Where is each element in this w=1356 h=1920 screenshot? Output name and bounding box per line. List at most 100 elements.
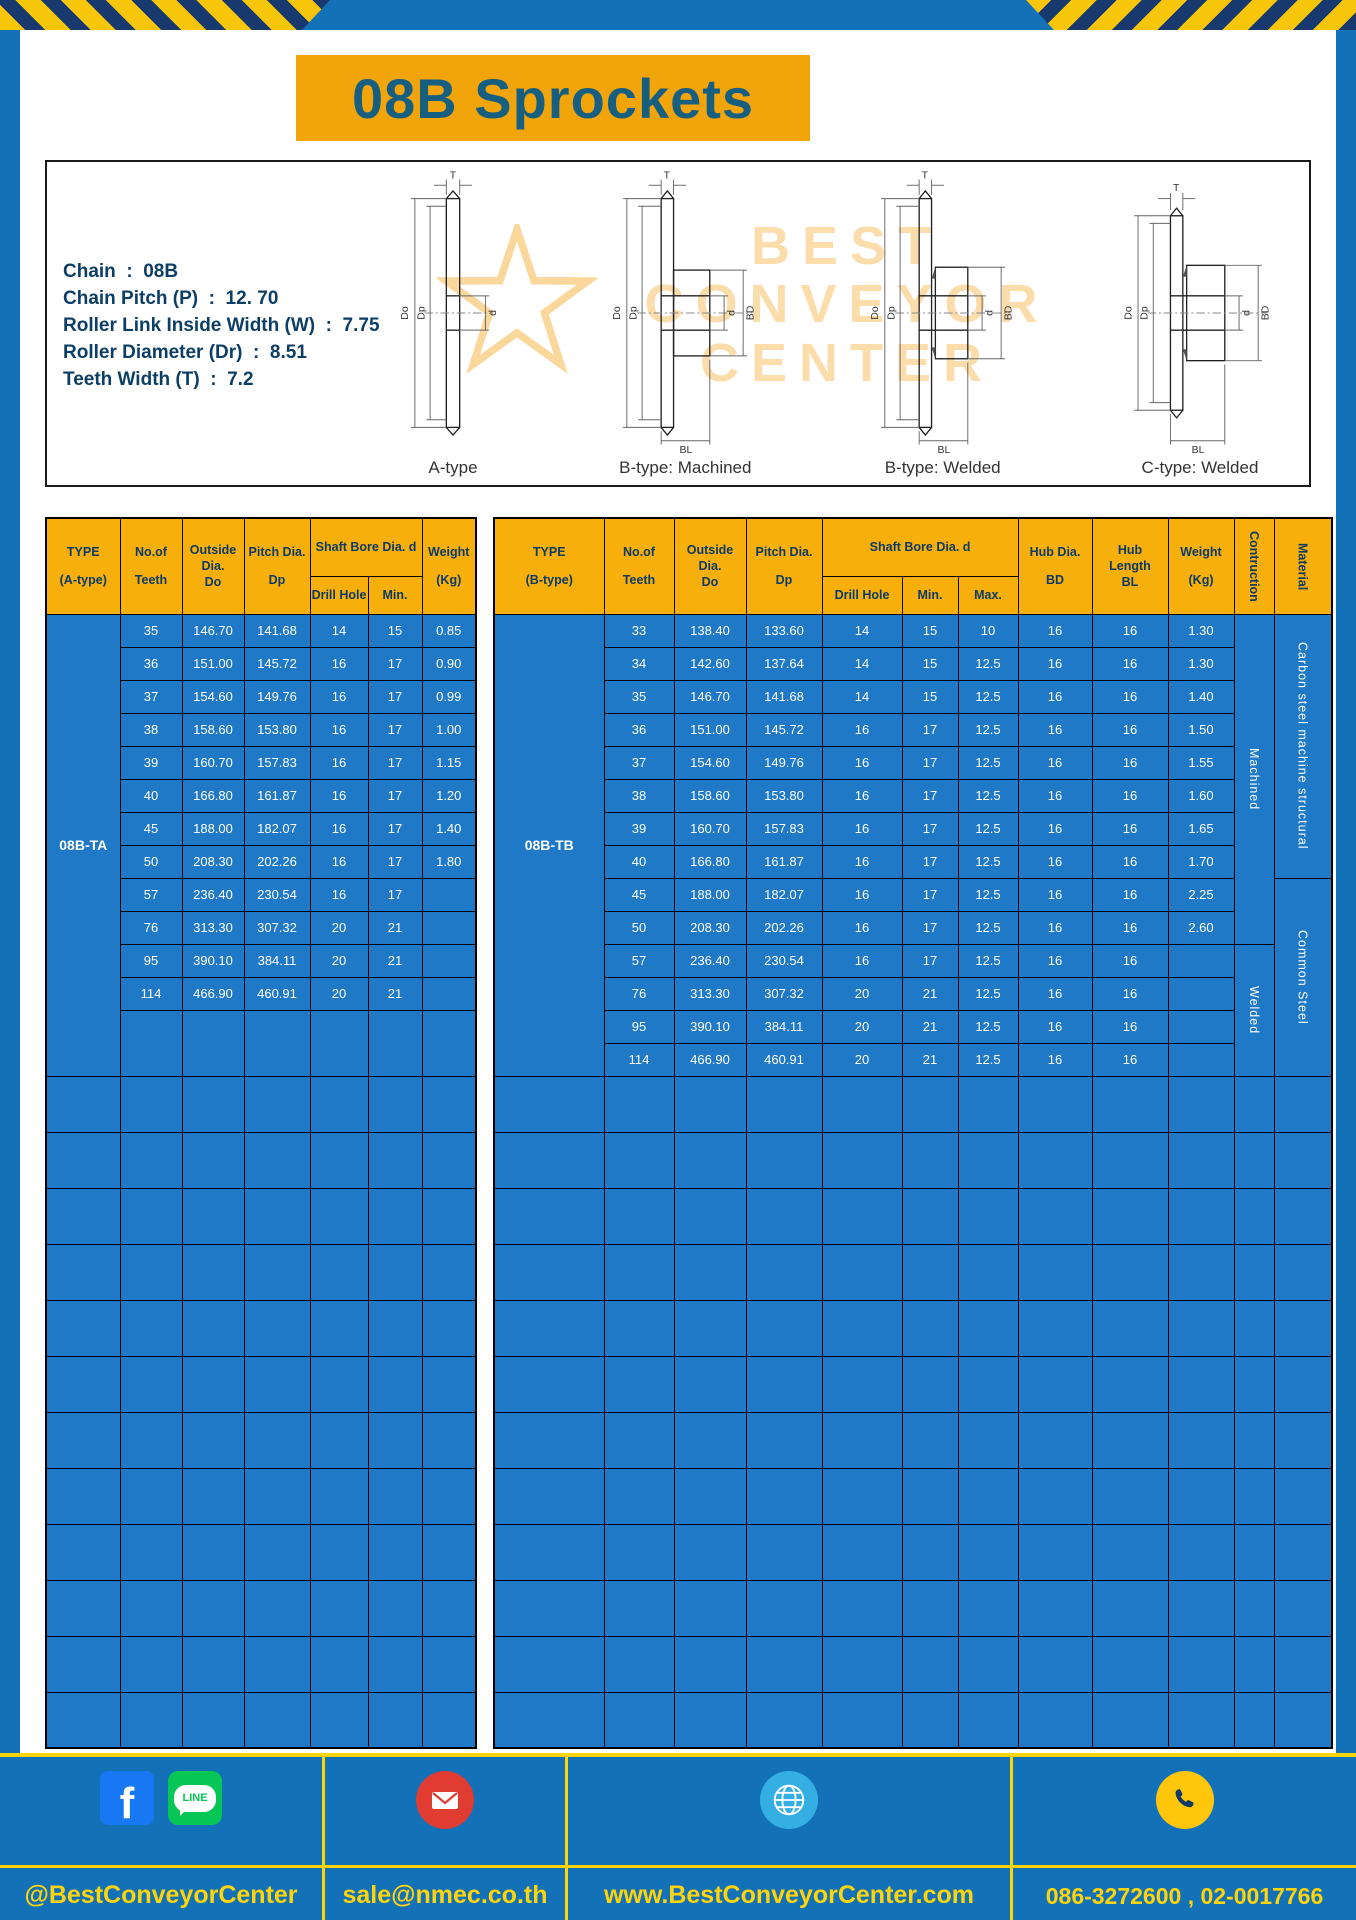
table-cell <box>901 1187 959 1245</box>
vertical-span-cell: Welded <box>1233 943 1275 1077</box>
table-empty-row <box>45 1187 477 1245</box>
table-cell <box>821 1243 903 1301</box>
table-cell <box>821 1411 903 1469</box>
table-cell <box>367 1691 423 1749</box>
table-cell <box>1091 1075 1169 1133</box>
table-cell: 236.40 <box>673 943 747 978</box>
table-cell <box>1167 1411 1235 1469</box>
table-cell: 17 <box>367 679 423 714</box>
table-cell <box>421 1009 477 1077</box>
globe-icon[interactable] <box>760 1771 818 1829</box>
table-cell <box>309 1635 369 1693</box>
dim-label-do: Do <box>1123 306 1134 320</box>
table-cell: 12.5 <box>957 943 1019 978</box>
email-icon[interactable] <box>416 1771 474 1829</box>
table-cell <box>243 1691 311 1749</box>
table-cell <box>1273 1523 1332 1581</box>
table-cell <box>45 1411 121 1469</box>
table-cell <box>745 1299 823 1357</box>
header-min: Min. <box>367 575 423 615</box>
dim-label-bd: BD <box>1003 305 1014 320</box>
table-cell: 17 <box>367 646 423 681</box>
table-cell <box>901 1411 959 1469</box>
table-cell <box>309 1523 369 1581</box>
table-cell <box>421 1579 477 1637</box>
table-cell <box>957 1579 1019 1637</box>
table-cell <box>243 1635 311 1693</box>
table-empty-row <box>493 1467 1332 1525</box>
drawing-caption: C-type: Welded <box>1141 458 1259 477</box>
phone-numbers[interactable]: 086-3272600 , 02-0017766 <box>1045 1883 1324 1909</box>
header-hub-length: Hub Length BL <box>1091 517 1169 615</box>
table-cell: 158.60 <box>181 712 245 747</box>
spec-line: Chain Pitch (P) : 12. 70 <box>63 288 279 309</box>
table-cell: 20 <box>309 976 369 1011</box>
phone-icon[interactable] <box>1155 1771 1214 1829</box>
dim-label-bd: BD <box>746 305 757 320</box>
table-cell: 161.87 <box>243 778 311 813</box>
social-handle[interactable]: @BestConveyorCenter <box>24 1881 298 1909</box>
hazard-stripe-right <box>1026 0 1356 30</box>
document-page: 08B Sprockets BEST CONVEYOR CENTER Chain… <box>20 30 1336 1753</box>
table-cell <box>493 1075 605 1133</box>
table-cell <box>1167 943 1235 978</box>
table-cell <box>821 1187 903 1245</box>
table-cell: 12.5 <box>957 877 1019 912</box>
table-cell <box>1017 1523 1093 1581</box>
table-cell: 12.5 <box>957 712 1019 747</box>
table-cell <box>957 1691 1019 1749</box>
table-cell: 142.60 <box>673 646 747 681</box>
table-cell: 16 <box>1091 613 1169 648</box>
table-cell: 1.30 <box>1167 613 1235 648</box>
table-filler-row <box>46 1009 477 1077</box>
table-cell <box>1167 976 1235 1011</box>
dim-label-d: d <box>1242 310 1253 316</box>
header-weight: Weight (Kg) <box>421 517 477 615</box>
table-cell <box>243 1411 311 1469</box>
table-row: 36 151.00 145.72 16 17 0.90 <box>46 646 477 681</box>
website-url[interactable]: www.BestConveyorCenter.com <box>603 1881 974 1909</box>
line-icon[interactable]: LINE <box>168 1771 222 1825</box>
table-cell: 12.5 <box>957 811 1019 846</box>
table-cell: 16 <box>1017 679 1093 714</box>
table-empty-row <box>493 1355 1332 1413</box>
table-cell <box>745 1523 823 1581</box>
table-cell: 16 <box>821 844 903 879</box>
table-cell: 114 <box>603 1042 675 1077</box>
table-cell <box>367 1635 423 1693</box>
table-cell: 39 <box>119 745 183 780</box>
table-row: 39 160.70 157.83 16 17 12.5 16 16 1.65 <box>494 811 1332 846</box>
email-address[interactable]: sale@nmec.co.th <box>342 1881 548 1909</box>
table-cell <box>181 1009 245 1077</box>
table-cell <box>421 976 477 1011</box>
footer: f LINE @BestConveyorCenter sale@nmec.co.… <box>0 1753 1356 1920</box>
table-cell: 16 <box>1091 844 1169 879</box>
table-cell: 384.11 <box>243 943 311 978</box>
table-cell: 45 <box>603 877 675 912</box>
page-title: 08B Sprockets <box>351 66 755 130</box>
table-row: 45 188.00 182.07 16 17 12.5 16 16 2.25 Common Ste… <box>494 877 1332 1077</box>
table-cell <box>673 1355 747 1413</box>
table-cell: 1.20 <box>421 778 477 813</box>
table-cell <box>745 1579 823 1637</box>
table-cell <box>673 1691 747 1749</box>
table-cell <box>243 1131 311 1189</box>
table-cell <box>1273 1131 1332 1189</box>
table-cell <box>421 1467 477 1525</box>
table-cell <box>367 1467 423 1525</box>
table-cell: 20 <box>821 1042 903 1077</box>
table-cell <box>1017 1243 1093 1301</box>
table-cell: 15 <box>901 679 959 714</box>
table-empty-row <box>493 1187 1332 1245</box>
facebook-icon[interactable]: f <box>100 1771 154 1825</box>
table-row: 08B-TA 35 146.70 141.68 14 15 0.85 <box>45 613 477 1077</box>
table-cell: 1.30 <box>1167 646 1235 681</box>
table-cell <box>901 1299 959 1357</box>
table-cell <box>243 1467 311 1525</box>
table-cell: 20 <box>821 1009 903 1044</box>
table-cell <box>493 1691 605 1749</box>
table-row: 38 158.60 153.80 16 17 1.00 <box>46 712 477 747</box>
table-cell <box>901 1075 959 1133</box>
table-cell <box>181 1187 245 1245</box>
table-cell: 17 <box>901 712 959 747</box>
